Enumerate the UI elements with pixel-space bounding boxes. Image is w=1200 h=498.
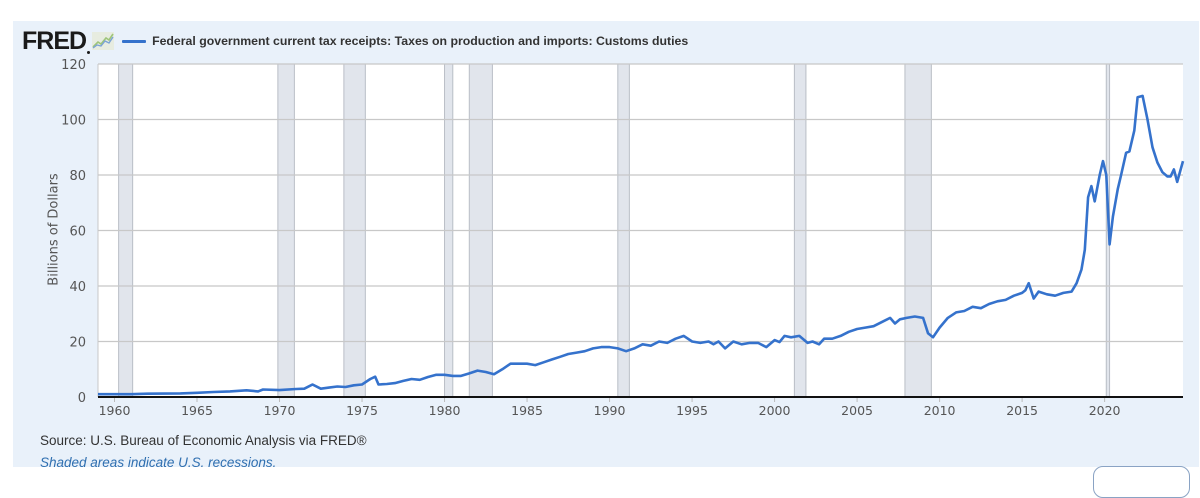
x-tick-label: 1990 bbox=[594, 403, 626, 418]
x-tick-label: 2010 bbox=[924, 403, 956, 418]
legend-swatch bbox=[122, 39, 147, 43]
y-tick-label: 80 bbox=[69, 169, 86, 184]
y-tick-label: 40 bbox=[69, 280, 86, 295]
x-tick-label: 2020 bbox=[1089, 403, 1121, 418]
x-tick-label: 1995 bbox=[676, 403, 708, 418]
y-tick-label: 120 bbox=[61, 58, 86, 73]
x-tick-label: 2015 bbox=[1006, 403, 1038, 418]
data-line[interactable] bbox=[98, 94, 1185, 396]
source-text: Source: U.S. Bureau of Economic Analysis… bbox=[40, 433, 367, 448]
y-tick-label: 60 bbox=[69, 225, 86, 240]
fred-logo-text: FRED bbox=[22, 26, 87, 55]
y-tick-label: 100 bbox=[61, 114, 86, 129]
x-tick-label: 1975 bbox=[346, 403, 378, 418]
mini-line-graph-icon bbox=[92, 32, 115, 50]
y-tick-label: 20 bbox=[69, 336, 86, 351]
x-tick-label: 2000 bbox=[759, 403, 791, 418]
x-tick-label: 2005 bbox=[841, 403, 873, 418]
logo-dot bbox=[87, 50, 91, 54]
recession-note: Shaded areas indicate U.S. recessions. bbox=[40, 455, 277, 470]
x-tick-label: 1970 bbox=[264, 403, 296, 418]
y-tick-label: 0 bbox=[78, 391, 86, 406]
fred-logo[interactable]: FRED bbox=[22, 26, 91, 55]
line-chart[interactable]: 0 20 40 60 80 100 120 1960 1965 1970 1975 1980 1985 1… bbox=[0, 0, 1200, 430]
legend-label: Federal government current tax receipts:… bbox=[152, 34, 689, 48]
partial-button[interactable] bbox=[1093, 466, 1190, 498]
x-tick-label: 1985 bbox=[511, 403, 543, 418]
x-tick-label: 1960 bbox=[99, 403, 131, 418]
x-tick-label: 1965 bbox=[181, 403, 213, 418]
x-tick-label: 1980 bbox=[429, 403, 461, 418]
chart-header: FRED Federal government current tax rece… bbox=[22, 27, 688, 55]
